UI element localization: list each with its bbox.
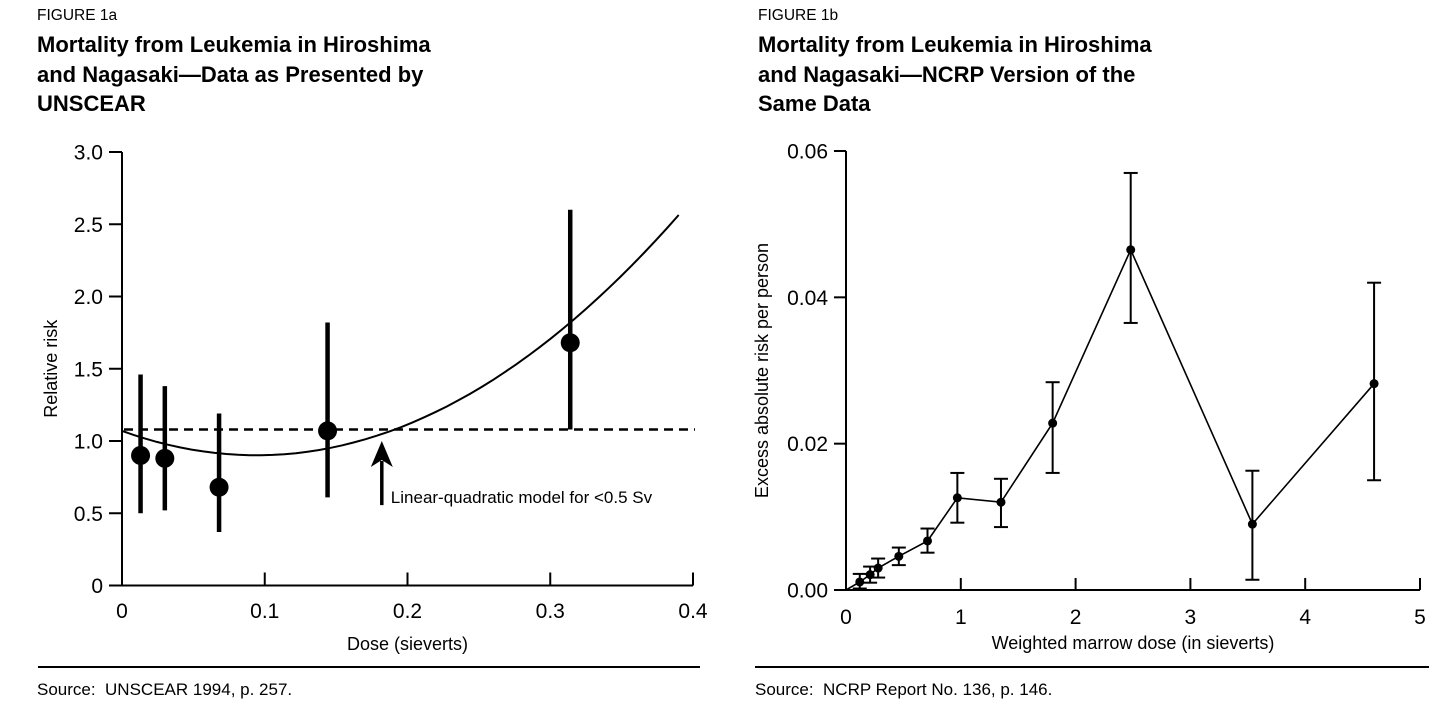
svg-text:0.00: 0.00 <box>787 580 828 603</box>
figure-1b-panel: FIGURE 1b Mortality from Leukemia in Hir… <box>728 0 1456 715</box>
svg-text:4: 4 <box>1299 606 1311 629</box>
figure-1b-title-block: FIGURE 1b Mortality from Leukemia in Hir… <box>758 7 1152 119</box>
svg-text:0.2: 0.2 <box>393 600 422 623</box>
svg-text:3: 3 <box>1185 606 1197 629</box>
svg-text:Linear-quadratic model for <0.: Linear-quadratic model for <0.5 Sv <box>391 488 653 507</box>
divider <box>38 666 700 668</box>
figure-title-line: Mortality from Leukemia in Hiroshima <box>758 32 1152 57</box>
svg-text:1.5: 1.5 <box>74 358 103 381</box>
svg-text:0.4: 0.4 <box>678 600 708 623</box>
svg-text:Excess absolute risk per perso: Excess absolute risk per person <box>752 243 772 498</box>
unscear-relative-risk-chart: 3.0 2.5 2.0 1.5 1.0 0.5 00 0.1 0.2 0.3 0.4 Dose (si… <box>41 142 708 655</box>
svg-text:0.1: 0.1 <box>250 600 279 623</box>
svg-text:3.0: 3.0 <box>74 142 103 165</box>
figure-title-line: Mortality from Leukemia in Hiroshima <box>37 32 431 57</box>
figure-label: FIGURE 1b <box>758 7 839 24</box>
svg-text:1: 1 <box>955 606 967 629</box>
figure-title: Mortality from Leukemia in Hiroshima and… <box>37 30 431 119</box>
svg-text:2.5: 2.5 <box>74 214 103 237</box>
svg-text:Weighted marrow dose (in sieve: Weighted marrow dose (in sieverts) <box>992 633 1275 653</box>
svg-text:0: 0 <box>840 606 852 629</box>
svg-text:0.04: 0.04 <box>787 287 828 310</box>
divider <box>755 666 1429 668</box>
figure-title-line: and Nagasaki—Data as Presented by <box>37 61 424 87</box>
svg-text:5: 5 <box>1414 606 1426 629</box>
svg-text:0: 0 <box>116 600 128 623</box>
svg-text:0.06: 0.06 <box>787 141 828 164</box>
figure-title-line: Same Data <box>758 91 871 116</box>
svg-text:0: 0 <box>91 575 103 598</box>
svg-text:0.3: 0.3 <box>536 600 565 623</box>
svg-text:2: 2 <box>1070 606 1082 629</box>
ncrp-excess-risk-chart: 0.06 0.04 0.02 0.00 0 1 2 3 4 5 Weighted marrow do… <box>752 141 1426 654</box>
figure-1a-title-block: FIGURE 1a Mortality from Leukemia in Hir… <box>37 7 431 119</box>
svg-text:0.5: 0.5 <box>74 503 103 526</box>
svg-text:2.0: 2.0 <box>74 286 103 309</box>
figure-1a-panel: FIGURE 1a Mortality from Leukemia in Hir… <box>37 7 708 699</box>
figure-title-line: and Nagasaki—NCRP Version of the <box>758 61 1136 87</box>
svg-text:0.02: 0.02 <box>787 433 828 456</box>
source-note: Source: NCRP Report No. 136, p. 146. <box>755 680 1053 699</box>
figure-label: FIGURE 1a <box>37 7 118 24</box>
figure-title-line: UNSCEAR <box>37 91 146 116</box>
svg-text:Dose (sieverts): Dose (sieverts) <box>347 634 468 654</box>
svg-text:Relative risk: Relative risk <box>41 319 61 418</box>
figure-title: Mortality from Leukemia in Hiroshima and… <box>758 30 1152 119</box>
source-note: Source: UNSCEAR 1994, p. 257. <box>37 680 293 699</box>
svg-text:1.0: 1.0 <box>74 431 103 454</box>
